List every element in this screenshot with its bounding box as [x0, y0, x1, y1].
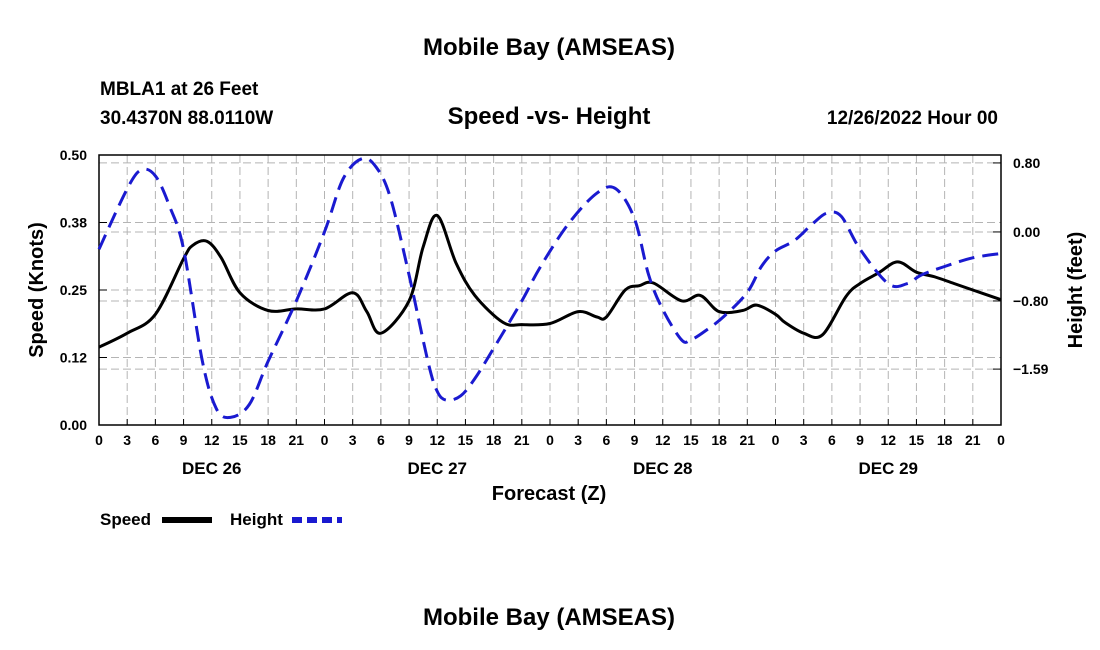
x-tick-label: 18: [486, 432, 502, 448]
x-tick-label: 3: [574, 432, 582, 448]
day-label: DEC 29: [858, 459, 918, 478]
x-tick-label: 0: [997, 432, 1005, 448]
bottom-title: Mobile Bay (AMSEAS): [423, 604, 675, 631]
timestamp-label: 12/26/2022 Hour 00: [827, 108, 998, 129]
x-tick-label: 0: [95, 432, 103, 448]
x-axis: 0 3 6 9 12 15 18 21 0 3 6 9 12 15 18 21 0 3 6 9 12 15 18 21 0 3 6 9…: [95, 419, 1005, 478]
y-tick-label: 0.00: [60, 417, 87, 433]
y2-tick-label: −0.80: [1013, 293, 1049, 309]
x-tick-label: 21: [289, 432, 305, 448]
x-tick-label: 9: [180, 432, 188, 448]
day-label: DEC 27: [407, 459, 467, 478]
chart-title: Speed -vs- Height: [448, 103, 651, 130]
x-tick-label: 15: [683, 432, 699, 448]
series-group: [97, 156, 1002, 420]
x-tick-label: 15: [909, 432, 925, 448]
y-tick-label: 0.12: [60, 350, 87, 366]
x-tick-label: 21: [740, 432, 756, 448]
y-tick-label: 0.25: [60, 282, 87, 298]
x-tick-label: 0: [772, 432, 780, 448]
y-axis-left: 0.00 0.12 0.25 0.38 0.50: [60, 147, 107, 433]
x-tick-label: 12: [204, 432, 220, 448]
x-tick-label: 15: [458, 432, 474, 448]
legend-speed-label: Speed: [100, 510, 151, 529]
x-tick-label: 9: [856, 432, 864, 448]
station-label: MBLA1 at 26 Feet: [100, 79, 259, 100]
y2-axis-title: Height (feet): [1065, 232, 1087, 349]
legend-height-label: Height: [230, 510, 283, 529]
y-axis-right: 0.80 0.00 −0.80 −1.59: [993, 155, 1049, 377]
x-tick-label: 15: [232, 432, 248, 448]
x-tick-label: 18: [260, 432, 276, 448]
x-tick-label: 3: [349, 432, 357, 448]
x-tick-label: 6: [828, 432, 836, 448]
coords-label: 30.4370N 88.0110W: [100, 108, 273, 129]
y-tick-label: 0.38: [60, 215, 87, 231]
x-tick-label: 0: [321, 432, 329, 448]
y-tick-label: 0.50: [60, 147, 87, 163]
x-tick-label: 3: [800, 432, 808, 448]
grid: [99, 154, 1001, 425]
y2-tick-label: 0.00: [1013, 224, 1040, 240]
x-tick-label: 0: [546, 432, 554, 448]
x-tick-label: 3: [123, 432, 131, 448]
y2-tick-label: −1.59: [1013, 361, 1049, 377]
x-tick-label: 12: [655, 432, 671, 448]
x-tick-label: 6: [602, 432, 610, 448]
legend: Speed Height: [100, 510, 342, 529]
x-tick-label: 9: [405, 432, 413, 448]
speed-series-line: [98, 213, 1002, 349]
x-tick-label: 21: [514, 432, 530, 448]
x-tick-label: 12: [880, 432, 896, 448]
x-tick-label: 6: [377, 432, 385, 448]
x-tick-label: 12: [429, 432, 445, 448]
x-axis-title: Forecast (Z): [492, 483, 606, 505]
height-series-line: [97, 156, 1002, 420]
x-tick-label: 21: [965, 432, 981, 448]
x-tick-label: 18: [937, 432, 953, 448]
y2-tick-label: 0.80: [1013, 155, 1040, 171]
x-tick-label: 9: [631, 432, 639, 448]
day-label: DEC 26: [182, 459, 242, 478]
top-title: Mobile Bay (AMSEAS): [423, 34, 675, 61]
x-tick-label: 18: [711, 432, 727, 448]
x-tick-label: 6: [151, 432, 159, 448]
day-label: DEC 28: [633, 459, 693, 478]
y-axis-title: Speed (Knots): [26, 222, 48, 358]
